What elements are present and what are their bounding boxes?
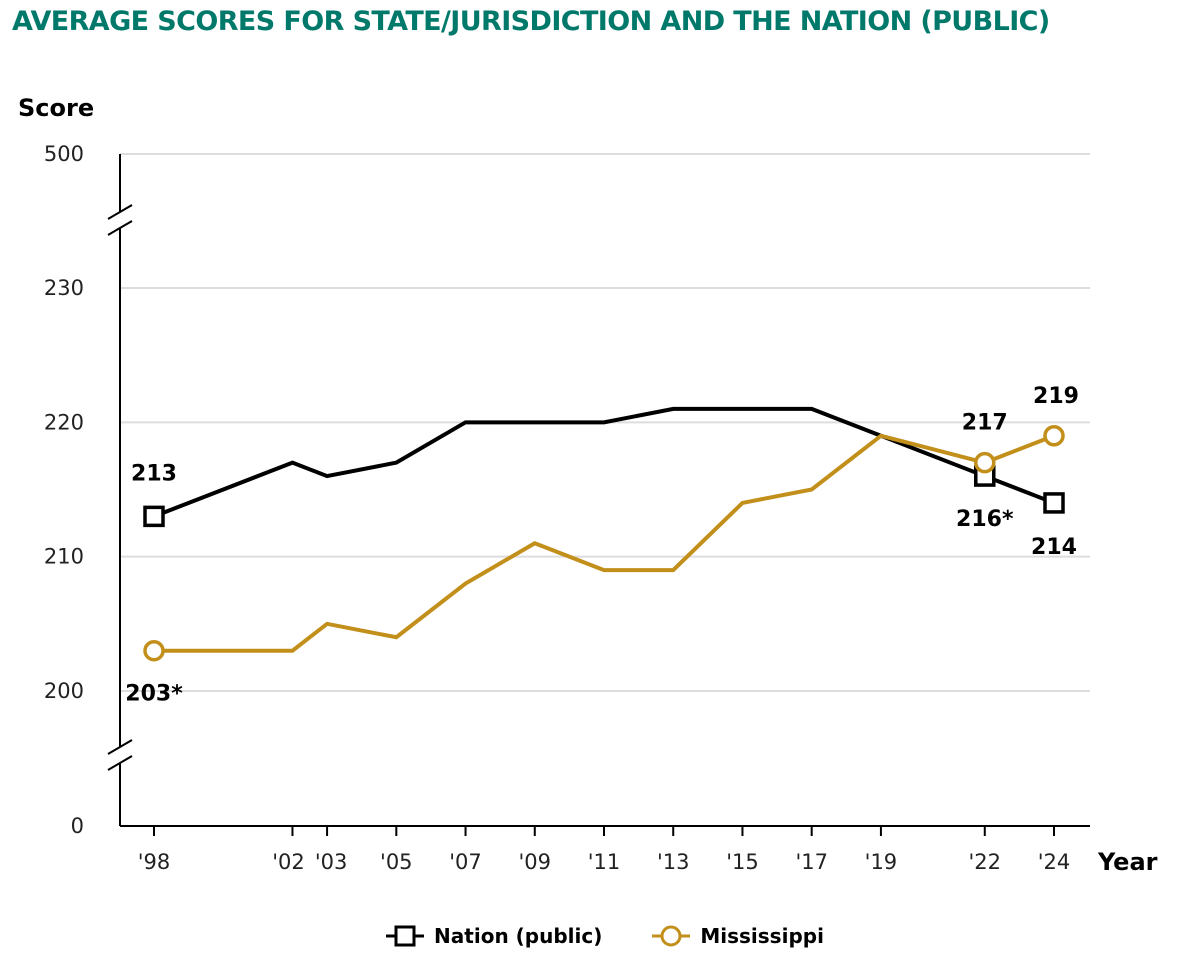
- y-tick-label: 500: [44, 142, 84, 166]
- data-point-marker[interactable]: [974, 451, 996, 474]
- label-layer: 213 216* 214 203* 217 219: [125, 384, 1079, 707]
- data-label: 214: [1031, 535, 1077, 560]
- x-tick-label: '02: [272, 850, 305, 874]
- data-label: 213: [131, 461, 177, 486]
- legend-label-mississippi: Mississippi: [700, 924, 824, 948]
- data-label: 219: [1033, 384, 1079, 409]
- axis-break-mark: [107, 739, 133, 755]
- data-point-marker[interactable]: [143, 639, 165, 662]
- x-tick-label: '07: [449, 850, 482, 874]
- data-label: 203*: [125, 682, 183, 707]
- x-tick-label: '22: [969, 850, 1002, 874]
- series-layer: [143, 406, 1065, 662]
- data-point-marker[interactable]: [1043, 425, 1065, 447]
- axis-break-mark: [107, 204, 133, 220]
- axis-break-mark: [107, 755, 133, 771]
- data-label: 216*: [956, 507, 1014, 532]
- x-tick-label: '13: [657, 850, 690, 874]
- x-tick-label: '05: [380, 850, 413, 874]
- y-tick-label: 230: [44, 276, 84, 300]
- legend-label-nation: Nation (public): [434, 924, 603, 948]
- y-tick-label: 200: [44, 679, 84, 703]
- y-axis-title: Score: [18, 94, 94, 122]
- data-point-marker[interactable]: [1043, 492, 1065, 514]
- x-tick-label: '17: [795, 850, 828, 874]
- axis-break-mark: [107, 220, 133, 236]
- y-tick-label: 0: [71, 814, 84, 838]
- legend-item-mississippi[interactable]: Mississippi: [650, 924, 824, 948]
- series-line-mississippi: [154, 433, 1055, 653]
- legend-item-nation[interactable]: Nation (public): [384, 924, 602, 948]
- x-tick-label: '19: [865, 850, 898, 874]
- x-axis-title: Year: [1097, 848, 1158, 876]
- x-tick-label: '09: [519, 850, 552, 874]
- data-label: 217: [962, 411, 1008, 436]
- x-tick-label: '98: [138, 850, 171, 874]
- x-tick-label: '24: [1038, 850, 1071, 874]
- square-marker-icon: [386, 925, 425, 947]
- y-tick-label: 210: [44, 545, 84, 569]
- x-tick-label: '15: [726, 850, 759, 874]
- chart-title: AVERAGE SCORES FOR STATE/JURISDICTION AN…: [12, 6, 1050, 37]
- circle-marker-icon: [652, 925, 691, 947]
- series-line-nation: [153, 406, 1055, 519]
- axis-layer: 0 200 210 220 230 500 '98 '02 '03 '05 '07 '09 '11 '13…: [44, 142, 1090, 874]
- x-tick-label: '11: [588, 850, 621, 874]
- legend: Nation (public) Mississippi: [0, 924, 1188, 948]
- data-point-marker[interactable]: [143, 505, 165, 528]
- y-tick-label: 220: [44, 410, 84, 434]
- x-tick-label: '03: [315, 850, 348, 874]
